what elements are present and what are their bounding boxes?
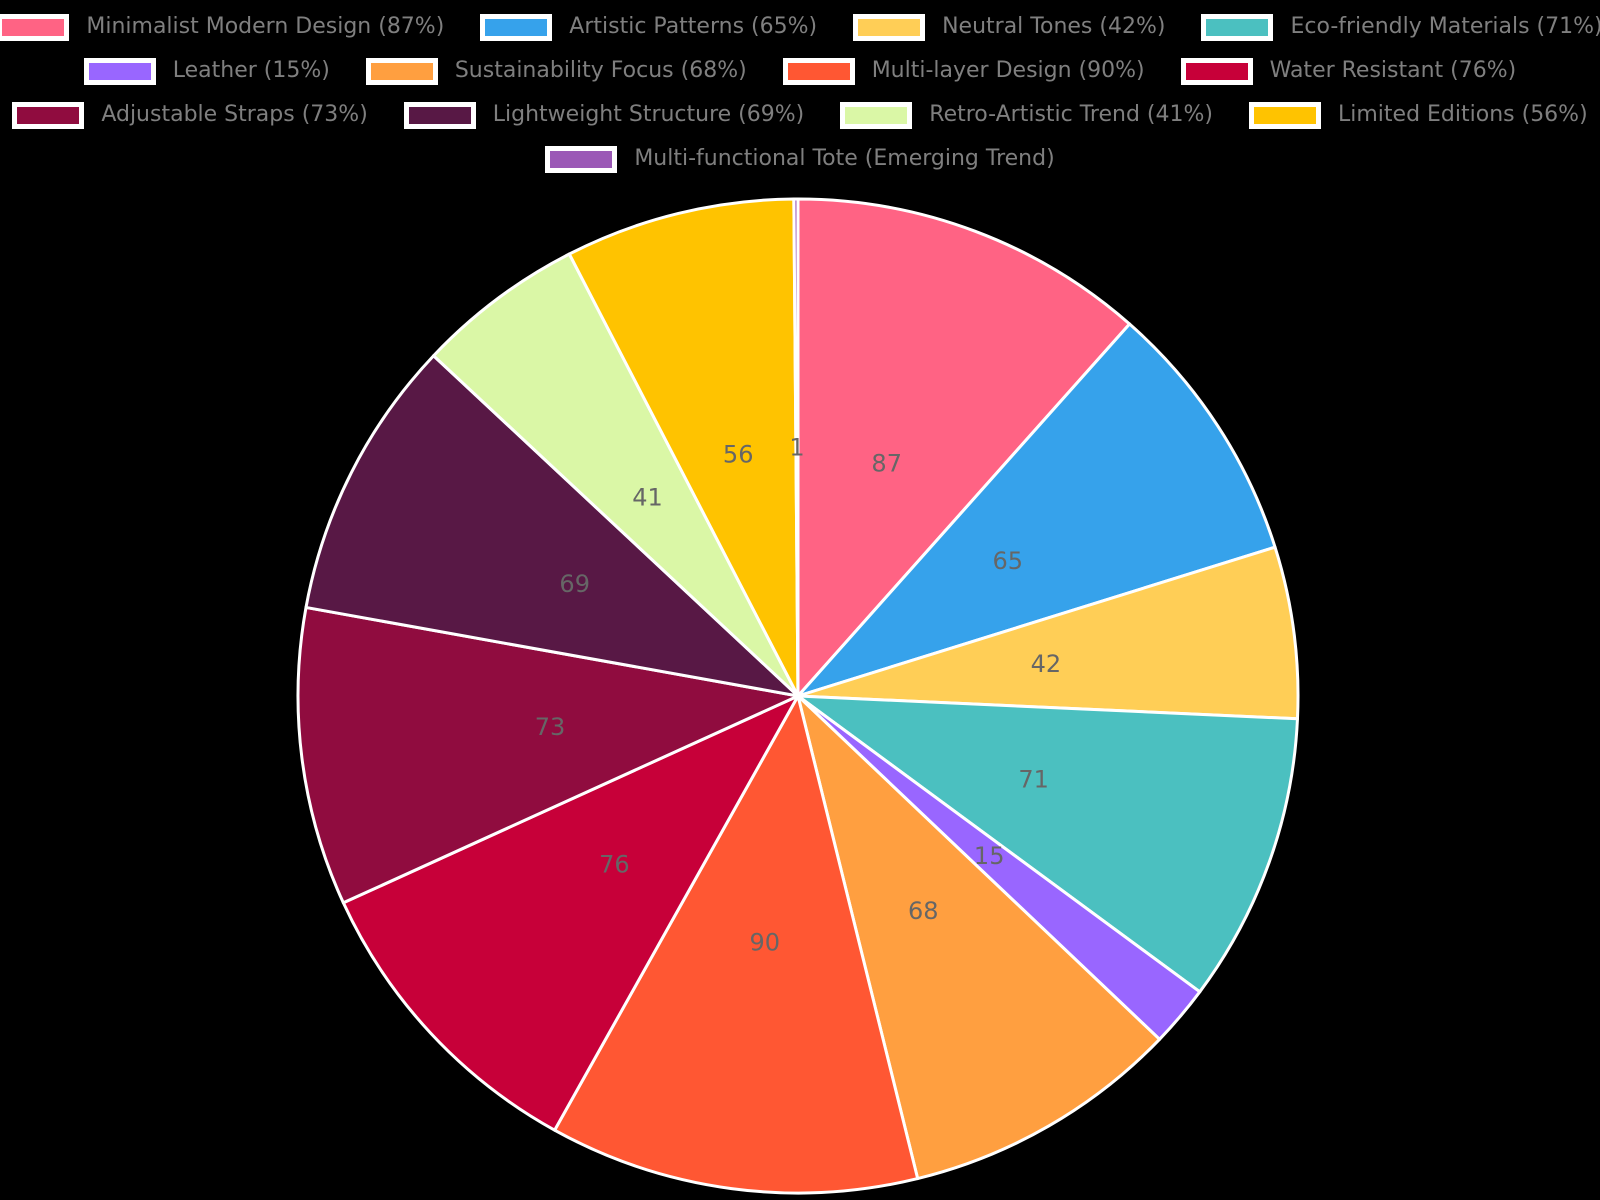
slice-value-label: 87 (871, 450, 902, 478)
legend-item: Neutral Tones (42%) (853, 14, 1165, 41)
legend-swatch (782, 58, 855, 85)
legend-item-label: Limited Editions (56%) (1338, 102, 1588, 128)
slice-value-label: 56 (723, 441, 754, 469)
legend-item: Artistic Patterns (65%) (480, 14, 817, 41)
legend-row: Multi-functional Tote (Emerging Trend) (545, 146, 1055, 173)
slice-value-label: 90 (750, 928, 781, 956)
legend-item-label: Sustainability Focus (68%) (454, 58, 747, 84)
legend-item-label: Neutral Tones (42%) (942, 14, 1166, 40)
legend-item: Water Resistant (76%) (1180, 58, 1517, 85)
legend-item: Adjustable Straps (73%) (12, 102, 368, 129)
slice-value-label: 69 (559, 570, 590, 598)
legend-item-label: Water Resistant (76%) (1269, 58, 1517, 84)
legend-swatch (83, 58, 156, 85)
legend-item-label: Multi-layer Design (90%) (871, 58, 1145, 84)
legend-row: Adjustable Straps (73%) Lightweight Struc… (12, 102, 1588, 129)
slice-value-label: 42 (1031, 650, 1062, 678)
legend-item-label: Leather (15%) (172, 58, 330, 84)
pie-slice-adjustable-straps (298, 607, 798, 902)
legend-swatch (840, 102, 913, 129)
legend-swatch (12, 102, 85, 129)
legend-row: Minimalist Modern Design (87%) Artistic P… (0, 14, 1600, 41)
legend-item: Minimalist Modern Design (87%) (0, 14, 444, 41)
legend-item: Lightweight Structure (69%) (403, 102, 805, 129)
legend-item-label: Artistic Patterns (65%) (569, 14, 818, 40)
legend-swatch (480, 14, 553, 41)
legend-item-label: Minimalist Modern Design (87%) (86, 14, 445, 40)
legend-item: Eco-friendly Materials (71%) (1201, 14, 1600, 41)
pie-slice-artistic-patterns (798, 324, 1275, 696)
legend-item-label: Adjustable Straps (73%) (101, 102, 368, 128)
legend-item: Sustainability Focus (68%) (365, 58, 747, 85)
slice-value-label: 41 (632, 484, 663, 512)
pie-slice-neutral-tones (798, 547, 1298, 719)
pie-slice-water-resistant (343, 696, 798, 1130)
slice-value-label: 1 (789, 434, 804, 462)
legend-swatch (1180, 58, 1253, 85)
legend-item: Multi-functional Tote (Emerging Trend) (545, 146, 1055, 173)
slice-value-label: 73 (535, 713, 566, 741)
legend-swatch (403, 102, 476, 129)
legend: Minimalist Modern Design (87%) Artistic P… (0, 14, 1600, 173)
legend-item-label: Multi-functional Tote (Emerging Trend) (634, 146, 1055, 172)
legend-item: Retro-Artistic Trend (41%) (840, 102, 1213, 129)
pie-slice-retro-artistic-trend (434, 254, 798, 696)
legend-item-label: Retro-Artistic Trend (41%) (929, 102, 1213, 128)
slice-value-label: 15 (974, 842, 1005, 870)
slice-value-label: 71 (1018, 765, 1049, 793)
slice-value-label: 68 (908, 897, 939, 925)
pie-slice-minimalist-modern-design (798, 199, 1130, 696)
legend-row: Leather (15%) Sustainability Focus (68%) M… (83, 58, 1517, 85)
legend-item: Limited Editions (56%) (1249, 102, 1588, 129)
legend-item-label: Eco-friendly Materials (71%) (1290, 14, 1600, 40)
slice-value-label: 76 (599, 851, 630, 879)
legend-swatch (1249, 102, 1321, 129)
legend-swatch (545, 146, 618, 173)
legend-swatch (853, 14, 926, 41)
slice-value-label: 65 (993, 547, 1024, 575)
legend-item-label: Lightweight Structure (69%) (492, 102, 805, 128)
legend-swatch (1201, 14, 1274, 41)
pie-slice-multi-functional-tote (794, 199, 798, 696)
pie-slice-lightweight-structure (306, 356, 798, 696)
pie-slice-limited-editions (569, 199, 798, 696)
legend-swatch (0, 14, 70, 41)
legend-item: Multi-layer Design (90%) (782, 58, 1145, 85)
pie-slice-multi-layer-design (555, 696, 918, 1193)
legend-item: Leather (15%) (83, 58, 330, 85)
legend-swatch (365, 58, 438, 85)
pie-slice-eco-friendly-materials (798, 696, 1297, 992)
